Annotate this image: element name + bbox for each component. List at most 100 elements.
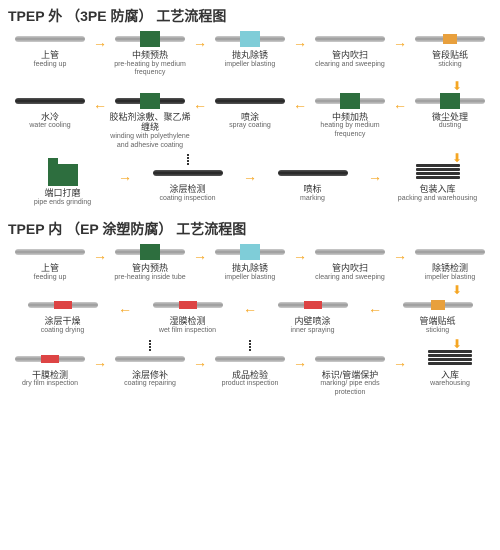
step-labels: 涂层干燥coating drying [41,316,85,335]
process-row: 涂层干燥coating drying←湿膜检测wet film inspecti… [8,296,492,335]
arrow-icon: → [392,354,408,370]
pipe-icon [415,92,485,110]
arrow-icon: ← [292,96,308,112]
arrow-icon: → [117,168,133,184]
pipe-icon [15,92,85,110]
stack-icon [428,350,472,368]
section1: TPEP 外 （3PE 防腐） 工艺流程图上管feeding up→中频预热pr… [0,0,500,213]
step-zh: 胶粘剂涂敷、聚乙烯缠绕 [108,112,192,134]
pipe-icon [15,350,85,368]
step-labels: 管段贴纸sticking [432,50,468,69]
step-zh: 干膜检测 [22,370,78,381]
equipment-orange [443,34,457,44]
step-labels: 管内预热pre-heating inside tube [114,263,185,282]
pipe-icon [115,350,185,368]
arrow-icon: → [292,34,308,50]
step-zh: 管内吹扫 [315,50,385,61]
pipe-icon [215,350,285,368]
step-labels: 抛丸除锈impeller blasting [225,50,276,69]
step-en: feeding up [34,61,67,69]
process-step: 除锈检测impeller blasting [408,243,492,282]
process-step: 管内吹扫clearing and sweeping [308,243,392,282]
equipment-red [41,355,59,363]
pipe-icon [153,164,223,182]
step-labels: 上管feeding up [34,263,67,282]
step-en: impeller blasting [225,61,276,69]
process-step: 抛丸除锈impeller blasting [208,30,292,69]
step-labels: 喷涂spray coating [229,112,271,131]
step-zh: 涂层修补 [124,370,176,381]
arrow-icon: → [392,34,408,50]
process-step: 中频预热pre-heating by medium frequency [108,30,192,78]
step-en: wet film inspection [159,327,216,335]
arrow-icon: → [192,247,208,263]
arrow-down-icon: ⬇ [8,80,492,92]
step-labels: 中频预热pre-heating by medium frequency [108,50,192,78]
equipment-green [140,93,160,109]
equipment-red [179,301,197,309]
step-zh: 微尘处理 [432,112,468,123]
step-en: sticking [432,61,468,69]
stack-icon [416,164,460,182]
step-zh: 标识/管端保护 [308,370,392,381]
step-labels: 标识/管端保护marking/ pipe ends protection [308,370,392,398]
process-step: 涂层检测coating inspection [133,164,242,203]
process-step: 管段贴纸sticking [408,30,492,69]
pipe-icon [15,30,85,48]
pipe-icon [15,243,85,261]
step-labels: 成品检验product inspection [222,370,279,389]
arrow-down-icon: ⬇ [8,152,492,164]
step-zh: 中频预热 [108,50,192,61]
step-en: coating inspection [159,195,215,203]
process-step: 成品检验product inspection [208,350,292,389]
equipment-green [140,244,160,260]
step-labels: 涂层修补coating repairing [124,370,176,389]
step-zh: 除锈检测 [425,263,476,274]
step-zh: 入库 [430,370,470,381]
step-en: coating drying [41,327,85,335]
step-en: dusting [432,122,468,130]
pipe-icon [403,296,473,314]
process-row: 水冷water cooling←胶粘剂涂敷、聚乙烯缠绕winding with … [8,92,492,150]
step-zh: 喷标 [300,184,325,195]
arrow-icon: ← [92,96,108,112]
step-en: clearing and sweeping [315,61,385,69]
step-zh: 上管 [34,50,67,61]
process-step: 抛丸除锈impeller blasting [208,243,292,282]
step-labels: 管内吹扫clearing and sweeping [315,50,385,69]
step-en: water cooling [29,122,70,130]
arrow-down-icon: ⬇ [8,284,492,296]
step-zh: 喷涂 [229,112,271,123]
step-labels: 抛丸除锈impeller blasting [225,263,276,282]
pipe-icon [278,296,348,314]
step-en: packing and warehousing [398,195,477,203]
step-zh: 抛丸除锈 [225,50,276,61]
step-zh: 包装入库 [398,184,477,195]
step-labels: 上管feeding up [34,50,67,69]
step-en: winding with polyethylene and adhesive c… [108,133,192,150]
step-zh: 水冷 [29,112,70,123]
section-title: TPEP 内 （EP 涂塑防腐） 工艺流程图 [8,217,492,243]
pipe-icon [315,30,385,48]
pipe-icon [315,243,385,261]
step-zh: 湿膜检测 [159,316,216,327]
step-en: marking/ pipe ends protection [308,380,392,397]
step-en: inner spraying [291,327,335,335]
process-step: 内壁喷涂inner spraying [258,296,367,335]
step-zh: 管内预热 [114,263,185,274]
step-en: sticking [419,327,455,335]
spring-icon [149,340,151,352]
process-step: 喷涂spray coating [208,92,292,131]
arrow-icon: → [192,34,208,50]
grinder-icon [48,164,78,186]
arrow-icon: → [92,354,108,370]
process-row: 端口打磨pipe ends grinding→涂层检测coating inspe… [8,164,492,207]
equipment-orange [431,300,445,310]
arrow-icon: → [367,168,383,184]
spring-icon [187,154,189,166]
pipe-icon [215,30,285,48]
arrow-icon: → [92,247,108,263]
pipe-icon [215,92,285,110]
step-labels: 入库warehousing [430,370,470,389]
spring-icon [249,340,251,352]
